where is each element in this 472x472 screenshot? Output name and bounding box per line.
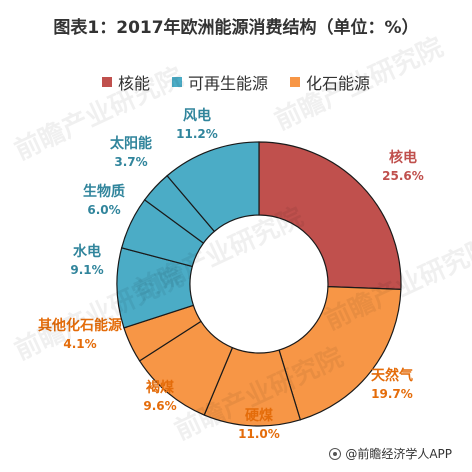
slice-label: 水电 (73, 243, 101, 260)
source-credit: @前瞻经济学人APP (329, 445, 452, 462)
slice-value-label: 25.6% (382, 169, 424, 183)
slice-value-label: 3.7% (114, 155, 147, 169)
slice-value-label: 11.2% (176, 127, 218, 141)
legend-swatch (290, 77, 300, 87)
legend-item: 可再生能源 (171, 70, 268, 94)
legend: 核能 可再生能源 化石能源 (0, 70, 472, 94)
source-text: @前瞻经济学人APP (345, 447, 452, 461)
legend-item: 化石能源 (290, 70, 370, 94)
donut-slice (258, 141, 402, 290)
donut-slice (278, 285, 402, 421)
slice-label: 风电 (183, 107, 211, 124)
slice-value-label: 9.6% (143, 399, 176, 413)
slice-label: 太阳能 (110, 135, 152, 152)
slice-value-label: 11.0% (238, 427, 280, 441)
slice-value-label: 19.7% (371, 387, 413, 401)
slice-label: 生物质 (83, 183, 125, 200)
slice-value-label: 9.1% (70, 263, 103, 277)
chart-title: 图表1：2017年欧洲能源消费结构（单位：%） (53, 18, 419, 38)
slice-label: 褐煤 (145, 379, 175, 396)
legend-item: 核能 (101, 70, 150, 94)
legend-label: 化石能源 (306, 74, 371, 93)
slice-label: 核电 (389, 149, 417, 166)
slice-label: 天然气 (371, 367, 413, 384)
camera-icon (329, 447, 342, 460)
legend-swatch (171, 77, 182, 87)
legend-label: 核能 (117, 74, 150, 93)
slice-label: 其他化石能源 (38, 317, 122, 334)
slice-label: 硬煤 (245, 407, 274, 424)
slice-value-label: 6.0% (87, 203, 120, 217)
legend-swatch (101, 77, 112, 87)
slice-value-label: 4.1% (63, 337, 96, 351)
donut-slice (166, 141, 260, 233)
legend-label: 可再生能源 (187, 74, 268, 93)
